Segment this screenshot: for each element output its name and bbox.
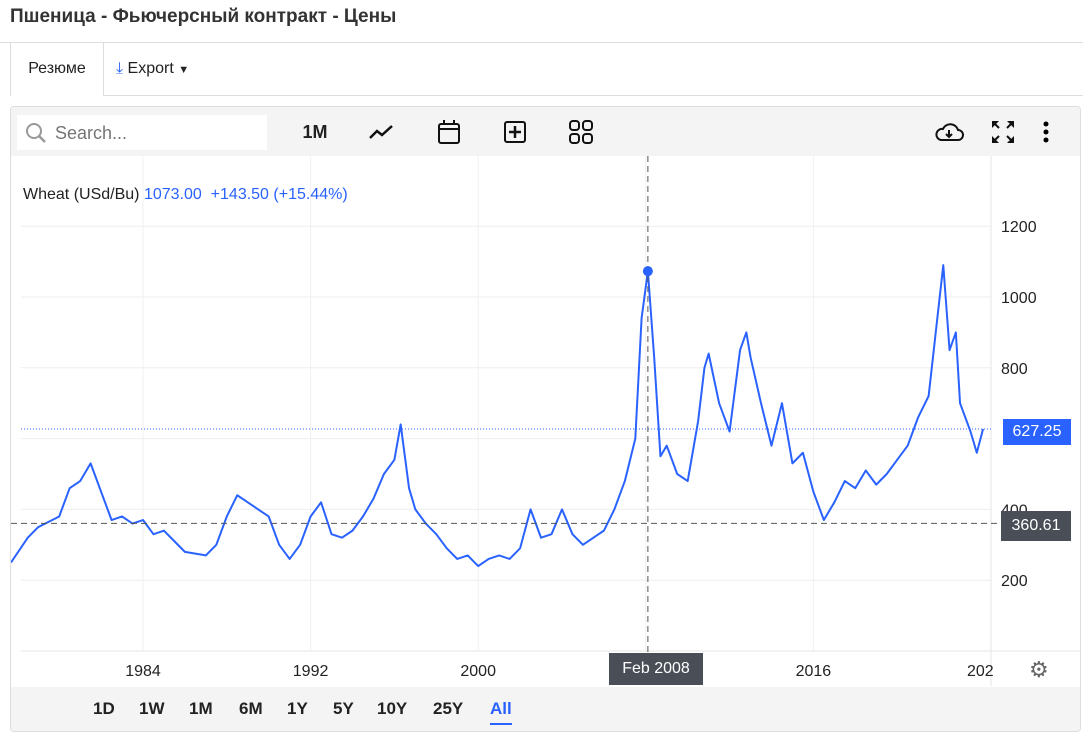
add-indicator-button[interactable] xyxy=(497,117,533,147)
x-tick-label: 2016 xyxy=(796,663,832,680)
interval-button[interactable]: 1M xyxy=(302,121,328,142)
x-tick-label: 1992 xyxy=(293,663,329,680)
range-bar: 1D 1W 1M 6M 1Y 5Y 10Y 25Y All xyxy=(11,687,1080,731)
download-icon: ⤓ xyxy=(116,60,124,77)
search-box[interactable] xyxy=(17,115,267,150)
export-dropdown[interactable]: ⤓ Export ▼ xyxy=(116,43,189,95)
download-button[interactable] xyxy=(931,117,967,147)
search-icon xyxy=(26,123,46,143)
price-chart[interactable]: 200400800100012001984199220002016202 xyxy=(11,156,1080,686)
legend-change: +143.50 xyxy=(210,186,269,203)
x-tick-label: 1984 xyxy=(125,663,161,680)
legend-value: 1073.00 xyxy=(143,186,202,203)
last-price-label: 627.25 xyxy=(1003,419,1071,445)
more-vertical-icon xyxy=(1043,121,1049,143)
cloud-download-icon xyxy=(935,123,964,141)
chart-type-button[interactable] xyxy=(363,117,399,147)
fullscreen-icon xyxy=(992,121,1014,143)
search-input[interactable] xyxy=(53,121,257,145)
price-line xyxy=(11,264,985,568)
settings-icon[interactable]: ⚙ xyxy=(1029,657,1049,682)
hover-point xyxy=(642,266,653,277)
chart-legend: Wheat (USd/Bu) 1073.00 +143.50 (+15.44%) xyxy=(23,186,348,204)
y-tick-label: 1200 xyxy=(1001,219,1037,236)
tab-bar: Резюме ⤓ Export ▼ xyxy=(10,43,1083,96)
grid-icon xyxy=(569,120,593,144)
legend-name: Wheat (USd/Bu) xyxy=(23,186,140,203)
range-25y[interactable]: 25Y xyxy=(433,699,464,718)
range-1d[interactable]: 1D xyxy=(93,699,115,718)
x-tick-label: 2000 xyxy=(460,663,496,680)
caret-down-icon: ▼ xyxy=(178,64,190,76)
legend-change-pct: (+15.44%) xyxy=(273,186,348,203)
chart-toolbar: 1M xyxy=(11,107,1080,156)
export-label: Export xyxy=(127,60,174,77)
range-1y[interactable]: 1Y xyxy=(287,699,308,718)
page-title: Пшеница - Фьючерсный контракт - Цены xyxy=(10,6,397,27)
crosshair-date-label: Feb 2008 xyxy=(609,653,703,685)
fullscreen-button[interactable] xyxy=(985,117,1021,147)
more-button[interactable] xyxy=(1031,117,1061,147)
date-range-button[interactable] xyxy=(431,117,467,147)
calendar-icon xyxy=(438,120,460,144)
range-6m[interactable]: 6M xyxy=(239,699,263,718)
y-tick-label: 800 xyxy=(1001,361,1028,378)
range-1w[interactable]: 1W xyxy=(139,699,165,718)
y-tick-label: 200 xyxy=(1001,573,1028,590)
range-5y[interactable]: 5Y xyxy=(333,699,354,718)
tab-summary[interactable]: Резюме xyxy=(10,43,104,96)
line-chart-icon xyxy=(369,125,393,139)
y-tick-label: 1000 xyxy=(1001,290,1037,307)
plus-square-icon xyxy=(504,121,526,143)
divider xyxy=(0,42,1083,43)
x-tick-label: 202 xyxy=(967,663,994,680)
range-10y[interactable]: 10Y xyxy=(377,699,408,718)
range-1m[interactable]: 1M xyxy=(189,699,213,718)
range-all[interactable]: All xyxy=(490,699,512,725)
chart-widget: 1M 200400800100012001984199220002016202 … xyxy=(10,106,1081,732)
layout-button[interactable] xyxy=(563,117,599,147)
crosshair-price-label: 360.61 xyxy=(1001,511,1071,541)
